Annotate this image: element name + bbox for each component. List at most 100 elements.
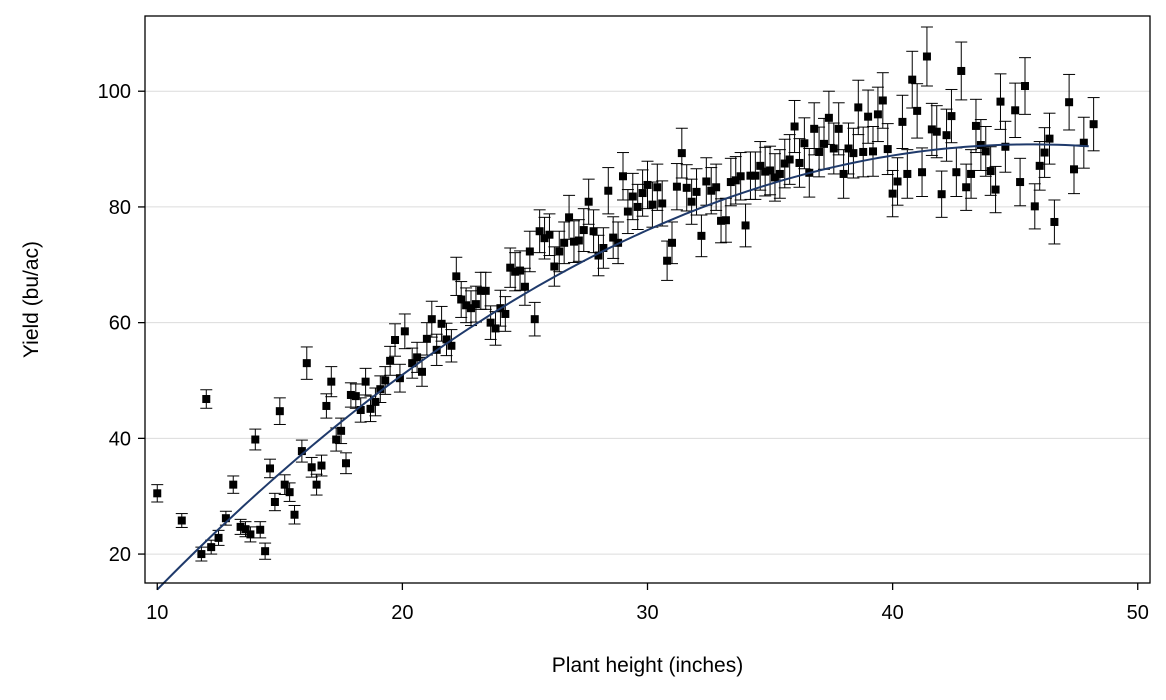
data-point <box>481 286 490 295</box>
data-point <box>702 177 711 186</box>
data-point <box>256 525 265 534</box>
data-point <box>991 185 1000 194</box>
data-point <box>516 266 525 275</box>
data-point <box>810 124 819 133</box>
data-point <box>952 168 961 177</box>
data-point <box>386 356 395 365</box>
data-point <box>327 377 336 386</box>
data-point <box>555 247 564 256</box>
data-point <box>520 282 529 291</box>
data-point <box>366 404 375 413</box>
data-point <box>246 530 255 539</box>
data-point <box>824 113 833 122</box>
data-point <box>721 216 730 225</box>
data-point <box>476 286 485 295</box>
data-point <box>981 147 990 156</box>
data-point <box>819 139 828 148</box>
data-point <box>957 66 966 75</box>
data-point <box>285 488 294 497</box>
data-point <box>834 124 843 133</box>
data-point <box>908 75 917 84</box>
data-point <box>381 376 390 385</box>
data-point <box>766 166 775 175</box>
data-point <box>883 145 892 154</box>
data-point <box>153 489 162 498</box>
data-point <box>467 304 476 313</box>
data-point <box>927 125 936 134</box>
data-point <box>569 237 578 246</box>
data-point <box>560 238 569 247</box>
data-point <box>712 183 721 192</box>
data-point <box>937 190 946 199</box>
data-point <box>506 263 515 272</box>
data-point <box>790 122 799 131</box>
data-point <box>540 234 549 243</box>
data-point <box>361 377 370 386</box>
data-point <box>687 197 696 206</box>
data-point <box>932 127 941 136</box>
data-point <box>342 459 350 468</box>
data-point <box>599 244 608 253</box>
data-point <box>177 516 186 525</box>
data-point <box>417 367 426 376</box>
x-tick-label: 30 <box>636 602 658 624</box>
data-point <box>844 144 853 153</box>
y-axis-ticks: 20 40 60 80 100 <box>98 81 145 566</box>
data-point <box>550 262 559 271</box>
data-point <box>918 168 927 177</box>
data-point <box>589 227 598 236</box>
data-point <box>351 392 360 401</box>
data-point <box>565 213 574 222</box>
data-point <box>511 267 520 276</box>
data-point <box>290 510 299 519</box>
data-point <box>962 183 971 192</box>
data-point <box>574 236 583 245</box>
data-point <box>261 547 270 556</box>
data-point <box>717 216 726 225</box>
data-point <box>677 149 686 158</box>
data-point <box>873 110 882 119</box>
data-point <box>1050 217 1059 226</box>
data-point <box>785 155 794 164</box>
data-point <box>942 131 951 140</box>
data-point <box>854 103 863 112</box>
data-point <box>491 324 500 333</box>
data-point <box>692 187 701 196</box>
error-bars <box>151 26 1100 562</box>
data-point <box>486 318 495 327</box>
data-point <box>741 221 750 230</box>
data-point <box>395 374 404 383</box>
data-point <box>391 336 400 344</box>
data-point <box>584 197 593 206</box>
data-point <box>229 480 238 489</box>
data-point <box>317 461 326 470</box>
data-point <box>903 169 912 178</box>
data-point <box>270 498 279 506</box>
gridlines <box>145 90 1150 555</box>
data-point <box>1020 82 1029 91</box>
data-point <box>501 309 510 318</box>
data-point <box>643 180 652 189</box>
data-point <box>893 177 902 186</box>
data-point <box>668 238 677 247</box>
data-point <box>266 464 275 473</box>
data-point <box>967 169 976 178</box>
data-point <box>447 341 456 350</box>
data-point <box>413 353 422 362</box>
data-point <box>1040 148 1049 157</box>
data-point <box>623 207 632 216</box>
data-point <box>731 176 740 185</box>
data-point <box>658 199 667 208</box>
data-point <box>1089 120 1098 129</box>
data-point <box>1030 202 1039 211</box>
data-point <box>618 172 627 181</box>
data-point <box>898 117 907 126</box>
y-tick-label: 60 <box>109 313 131 335</box>
data-point <box>302 359 311 368</box>
data-point <box>751 171 760 180</box>
data-point <box>878 96 887 105</box>
data-point <box>775 169 784 178</box>
data-point <box>996 97 1005 106</box>
data-point <box>307 463 316 472</box>
data-point <box>663 256 672 265</box>
